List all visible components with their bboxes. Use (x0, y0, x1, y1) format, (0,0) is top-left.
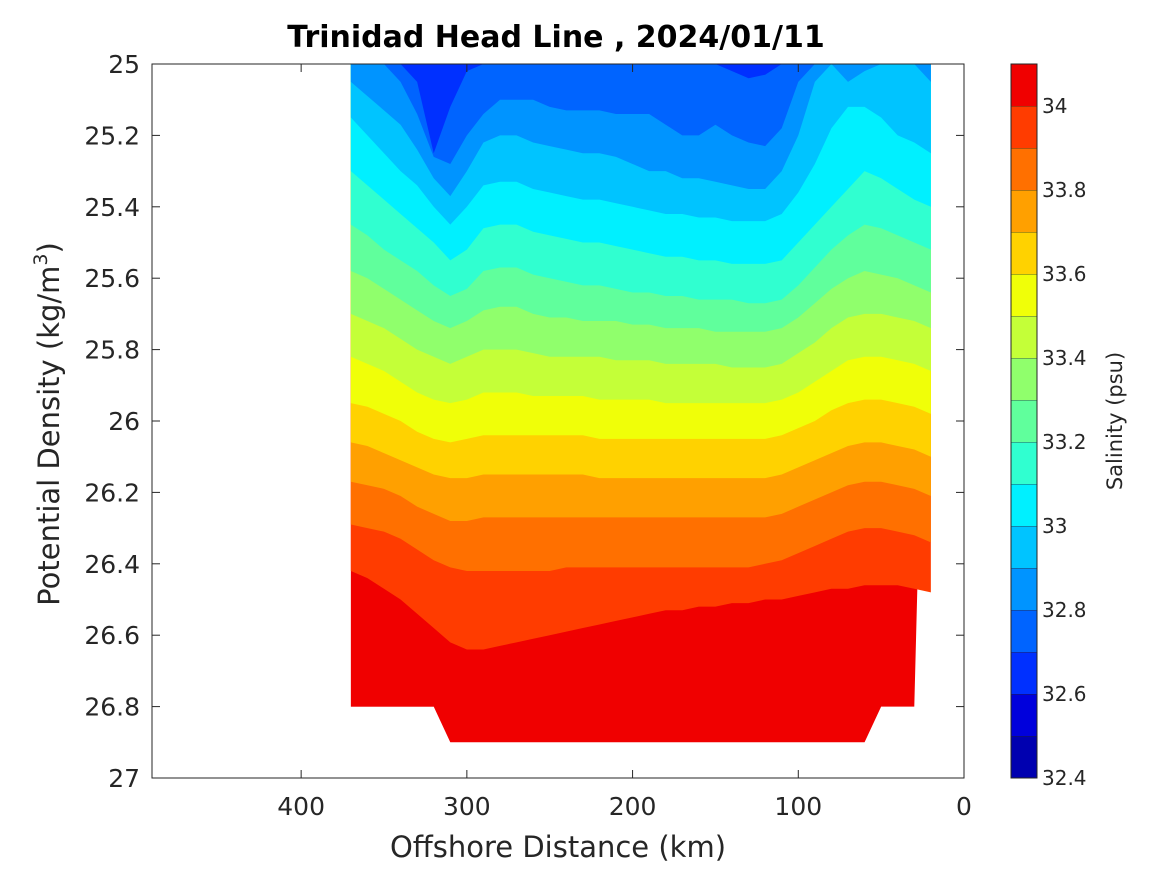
colorbar-segment (1011, 64, 1037, 106)
colorbar-segment (1011, 442, 1037, 484)
colorbar-tick-label: 32.8 (1042, 598, 1087, 622)
colorbar-segment (1011, 484, 1037, 526)
colorbar: 32.4 32.6 32.8 33 33.2 33.4 33.6 33.8 34 Salinit… (1010, 63, 1127, 790)
colorbar-segment (1011, 232, 1037, 274)
y-tick-label: 25.6 (84, 264, 140, 293)
y-tick-label: 25 (108, 50, 140, 79)
y-tick-label: 26 (108, 407, 140, 436)
y-tick-label: 26.8 (84, 693, 140, 722)
y-axis-title-superscript: 3 (30, 253, 52, 265)
colorbar-tick-label: 33.2 (1042, 430, 1087, 454)
colorbar-segment (1011, 316, 1037, 358)
y-tick-label: 25.2 (84, 121, 140, 150)
x-axis: 400 300 200 100 0 (277, 64, 972, 821)
x-axis-title: Offshore Distance (km) (390, 830, 726, 864)
y-axis: 25 25.2 25.4 25.6 25.8 26 26.2 26.4 26.6 26.8 27 (84, 50, 964, 793)
colorbar-segment (1011, 106, 1037, 148)
contour-band-max-salinity (350, 670, 434, 707)
contour-band (350, 64, 931, 164)
colorbar-tick-label: 33.6 (1042, 262, 1087, 286)
plot-area: 400 300 200 100 0 25 25.2 25.4 25.6 25.8 26 26.2 26… (84, 50, 972, 821)
colorbar-segment (1011, 736, 1037, 778)
y-axis-title-close: ) (32, 242, 66, 253)
colorbar-title: Salinity (psu) (1103, 352, 1127, 490)
x-tick-label: 300 (443, 792, 491, 821)
colorbar-segment (1011, 358, 1037, 400)
colorbar-tick-label: 33.4 (1042, 346, 1087, 370)
x-tick-label: 0 (956, 792, 972, 821)
colorbar-segment (1011, 190, 1037, 232)
y-tick-label: 26.6 (84, 621, 140, 650)
x-tick-label: 400 (277, 792, 325, 821)
colorbar-frame (1010, 63, 1038, 779)
y-tick-label: 25.4 (84, 193, 140, 222)
chart-title: Trinidad Head Line , 2024/01/11 (287, 20, 824, 55)
colorbar-tick-label: 33.8 (1042, 178, 1087, 202)
x-tick-label: 200 (609, 792, 657, 821)
y-axis-title-main: Potential Density (kg/m (32, 266, 66, 606)
colorbar-segment (1011, 148, 1037, 190)
colorbar-tick-label: 33 (1042, 514, 1067, 538)
colorbar-tick-label: 32.4 (1042, 766, 1087, 790)
y-tick-label: 27 (108, 764, 140, 793)
colorbar-segment (1011, 652, 1037, 694)
colorbar-segments (1011, 63, 1037, 778)
y-axis-title: Potential Density (kg/m3) (30, 242, 66, 606)
colorbar-segment (1011, 568, 1037, 610)
colorbar-segment (1011, 610, 1037, 652)
colorbar-segment (1011, 274, 1037, 316)
colorbar-ticks: 32.4 32.6 32.8 33 33.2 33.4 33.6 33.8 34 (1042, 94, 1087, 790)
y-tick-label: 26.2 (84, 478, 140, 507)
y-tick-label: 25.8 (84, 336, 140, 365)
contour-fill-layer (350, 64, 931, 743)
colorbar-tick-label: 34 (1042, 94, 1067, 118)
colorbar-segment (1011, 400, 1037, 442)
colorbar-segment (1011, 526, 1037, 568)
colorbar-segment (1011, 694, 1037, 736)
x-tick-label: 100 (774, 792, 822, 821)
colorbar-tick-label: 32.6 (1042, 682, 1087, 706)
y-tick-label: 26.4 (84, 550, 140, 579)
